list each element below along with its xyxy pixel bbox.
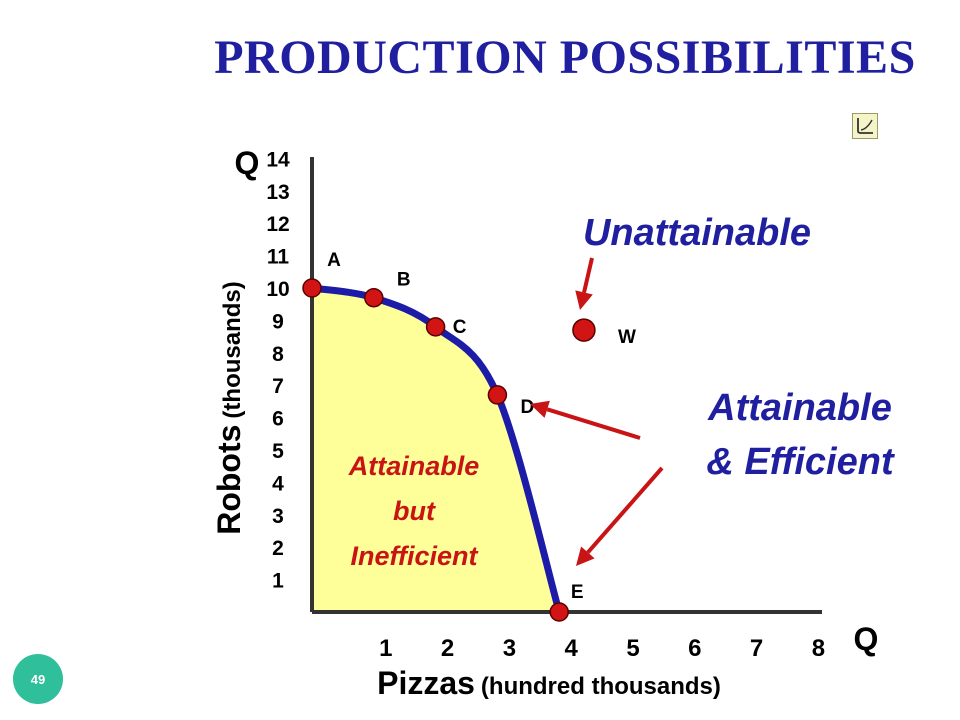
point-label-c: C (453, 317, 467, 338)
x-tick-label: 8 (812, 635, 825, 662)
y-axis-letter: Q (235, 145, 260, 181)
y-tick-label: 1 (272, 570, 284, 593)
point-label-a: A (327, 250, 341, 271)
x-tick-label: 7 (750, 635, 763, 662)
point-label-b: B (397, 270, 411, 291)
y-tick-label: 2 (272, 537, 284, 560)
point-e (549, 602, 569, 622)
arrow-to-d (530, 400, 641, 440)
point-label-e: E (571, 582, 584, 603)
x-tick-label: 2 (441, 635, 454, 662)
x-axis-letter: Q (854, 621, 879, 657)
x-tick-label: 5 (626, 635, 639, 662)
y-axis-label-unit: (thousands) (219, 281, 246, 418)
y-tick-label: 14 (266, 148, 290, 171)
point-a (302, 278, 322, 298)
x-tick-label: 4 (565, 635, 579, 662)
arrow-to-e (576, 466, 664, 566)
slide-title: PRODUCTION POSSIBILITIES (214, 31, 916, 84)
y-tick-label: 7 (272, 375, 284, 398)
x-tick-label: 3 (503, 635, 516, 662)
y-tick-label: 13 (266, 181, 289, 204)
point-label-d: D (521, 397, 535, 418)
attainable-region (312, 288, 560, 612)
y-tick-label: 12 (266, 213, 289, 236)
efficient-label-line1: Attainable (707, 387, 892, 429)
y-axis-label: Robots (thousands) (211, 281, 247, 535)
y-tick-label: 4 (272, 472, 284, 495)
y-tick-label: 10 (266, 278, 289, 301)
inefficient-label-line3: Inefficient (350, 541, 478, 571)
curve-return-icon[interactable] (852, 113, 878, 139)
x-axis-label: Pizzas (hundred thousands) (377, 665, 721, 701)
point-w (572, 318, 596, 342)
arrow-to-w (575, 257, 594, 310)
point-label-w: W (618, 327, 636, 348)
y-tick-label: 3 (272, 505, 284, 528)
y-axis-label-main: Robots (211, 425, 247, 535)
point-d (487, 385, 508, 405)
x-tick-label: 1 (379, 635, 392, 662)
x-axis-label-main: Pizzas (377, 665, 475, 701)
y-tick-label: 11 (267, 246, 290, 269)
inefficient-label-line1: Attainable (348, 451, 480, 481)
unattainable-label: Unattainable (583, 212, 811, 254)
point-c (425, 317, 446, 337)
x-axis-label-unit: (hundred thousands) (481, 673, 721, 700)
inefficient-label-line2: but (393, 496, 436, 526)
y-tick-label: 5 (272, 440, 284, 463)
x-tick-label: 6 (688, 635, 701, 662)
y-tick-label: 9 (272, 310, 284, 333)
y-tick-label: 6 (272, 408, 284, 431)
slide-number-badge: 49 (13, 654, 63, 704)
point-b (364, 287, 384, 308)
efficient-label-line2: & Efficient (706, 441, 895, 483)
y-tick-label: 8 (272, 343, 284, 366)
